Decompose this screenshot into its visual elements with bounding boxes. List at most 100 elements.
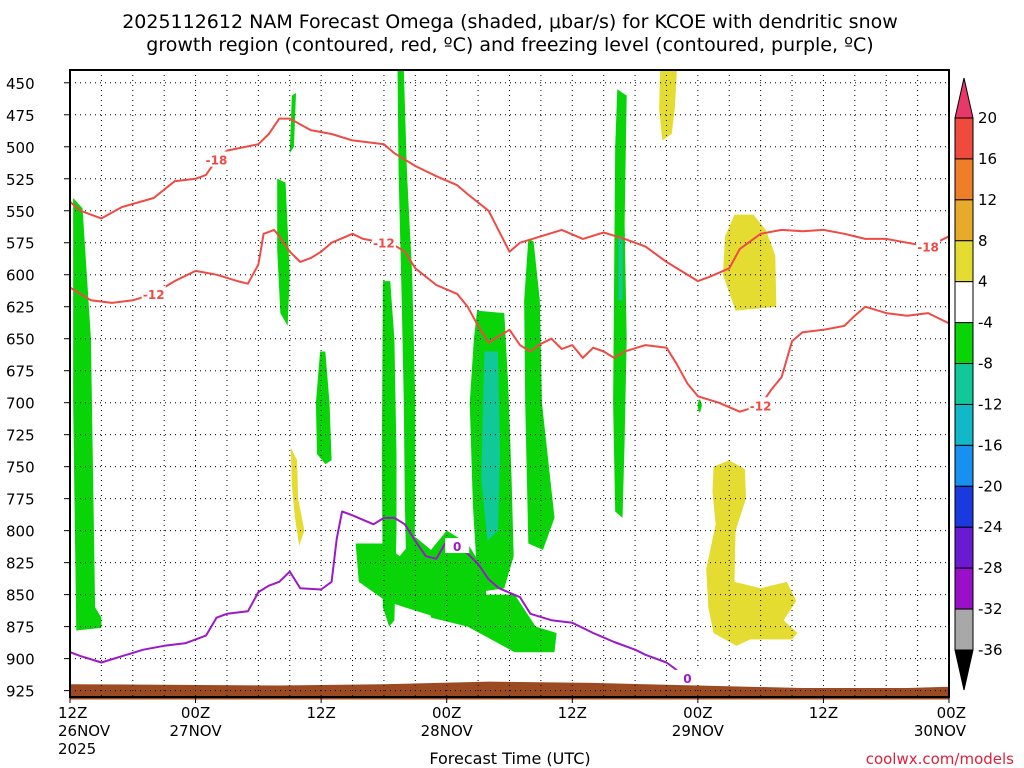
contour-lines: -18 -18 -12 -12 -12 0 0 [69, 117, 950, 686]
contour-label-bg [445, 538, 470, 554]
colorbar-segment [954, 117, 974, 160]
x-tick-time: 12Z [558, 704, 587, 722]
x-tick-time: 00Z [432, 704, 461, 722]
colorbar-segment [954, 363, 974, 405]
colorbar-label: -36 [978, 641, 1003, 659]
contour-label-bg [916, 238, 941, 254]
colorbar-segment [954, 526, 974, 569]
contour-label: -18 [917, 241, 939, 255]
x-tick-date: 26NOV [58, 722, 111, 740]
omega-region [277, 178, 290, 326]
omega-region [618, 236, 623, 301]
x-tick-time: 12Z [58, 704, 87, 722]
colorbar-label: 12 [978, 191, 997, 209]
omega-region [381, 281, 397, 627]
colorbar: 20 16 12 8 4 -4 -8 -12 -16 -20 -24 -28 -32 -36 [954, 77, 1003, 691]
omega-region [73, 197, 102, 631]
y-tick-label: 875 [6, 619, 35, 637]
x-tick-time: 00Z [937, 704, 966, 722]
omega-region [315, 351, 332, 465]
colorbar-label: -12 [978, 395, 1003, 413]
y-tick-label: 750 [6, 459, 35, 477]
colorbar-segment [954, 322, 974, 365]
colorbar-label: -8 [978, 355, 993, 373]
contour-label: -12 [750, 399, 772, 413]
contour-label-bg [141, 285, 166, 301]
y-tick-label: 475 [6, 107, 35, 125]
contour-label: 0 [453, 540, 461, 554]
colorbar-label: 8 [978, 232, 988, 250]
colorbar-label: -20 [978, 477, 1003, 495]
contour-label-bg [748, 397, 773, 413]
x-tick-date: 27NOV [170, 722, 223, 740]
omega-region [290, 447, 305, 547]
y-tick-label: 550 [6, 203, 35, 221]
omega-region [706, 460, 798, 646]
colorbar-label: 20 [978, 109, 997, 127]
y-tick-label: 700 [6, 395, 35, 413]
y-tick-label: 725 [6, 427, 35, 445]
chart-title-line1: 2025112612 NAM Forecast Omega (shaded, μ… [122, 11, 898, 33]
y-tick-label: 675 [6, 363, 35, 381]
x-tick-date: 30NOV [914, 722, 967, 740]
x-tick-time: 12Z [306, 704, 335, 722]
colorbar-label: 4 [978, 273, 988, 291]
contour-label-bg [204, 151, 229, 167]
colorbar-segment [954, 608, 974, 651]
colorbar-label: -28 [978, 559, 1003, 577]
colorbar-segment [954, 281, 974, 324]
y-tick-label: 800 [6, 523, 35, 541]
colorbar-label: 16 [978, 150, 997, 168]
y-tick-label: 900 [6, 651, 35, 669]
y-axis: 450 475 500 525 550 575 600 625 650 675 700 725 750 7… [6, 75, 70, 701]
x-tick-time: 00Z [683, 704, 712, 722]
omega-region [289, 93, 297, 154]
x-axis-label: Forecast Time (UTC) [429, 749, 590, 768]
x-tick-year: 2025 [58, 740, 96, 758]
colorbar-segment [954, 240, 974, 283]
y-tick-label: 925 [6, 683, 35, 701]
colorbar-label: -24 [978, 518, 1003, 536]
contour-label: -12 [143, 288, 165, 302]
contour-label: -12 [373, 237, 395, 251]
contour-label: -18 [206, 154, 228, 168]
contour-label-bg [371, 234, 396, 250]
chart-title-line2: growth region (contoured, red, ºC) and f… [146, 34, 873, 56]
contour-line [69, 510, 688, 679]
colorbar-segment [954, 444, 974, 487]
colorbar-top-arrow [954, 77, 974, 119]
colorbar-segment [954, 199, 974, 242]
y-tick-label: 850 [6, 587, 35, 605]
y-tick-label: 625 [6, 299, 35, 317]
colorbar-segment [954, 158, 974, 201]
x-tick-time: 12Z [809, 704, 838, 722]
contour-label-bg [675, 669, 700, 685]
plot-frame [69, 69, 950, 698]
omega-region [481, 351, 501, 541]
colorbar-label: -4 [978, 314, 993, 332]
y-tick-label: 575 [6, 235, 35, 253]
credit-text: coolwx.com/models [866, 750, 1014, 768]
omega-region [425, 594, 557, 653]
y-tick-label: 650 [6, 331, 35, 349]
y-tick-label: 825 [6, 555, 35, 573]
x-tick-date: 29NOV [672, 722, 725, 740]
x-tick-date: 28NOV [421, 722, 474, 740]
colorbar-bottom-arrow [954, 649, 974, 691]
omega-region [659, 70, 677, 141]
colorbar-label: -16 [978, 436, 1003, 454]
omega-region [524, 238, 555, 550]
colorbar-segment [954, 403, 974, 446]
y-tick-label: 775 [6, 491, 35, 509]
y-tick-label: 450 [6, 75, 35, 93]
colorbar-segment [954, 485, 974, 528]
colorbar-segment [954, 567, 974, 610]
y-tick-label: 525 [6, 171, 35, 189]
colorbar-label: -32 [978, 600, 1003, 618]
omega-region [613, 89, 627, 518]
omega-region [397, 70, 416, 595]
y-tick-label: 600 [6, 267, 35, 285]
x-tick-time: 00Z [181, 704, 210, 722]
